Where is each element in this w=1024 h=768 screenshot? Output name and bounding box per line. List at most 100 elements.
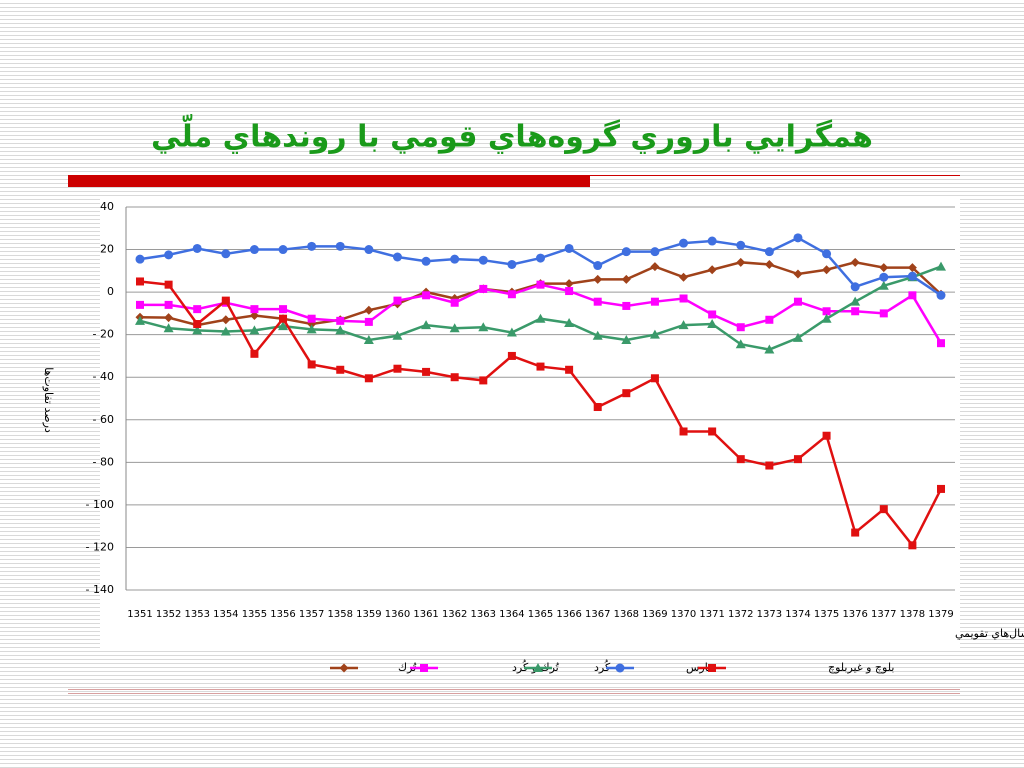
- x-tick-label: 1363: [471, 609, 496, 620]
- marker: [736, 323, 745, 332]
- marker: [564, 279, 574, 289]
- marker: [708, 664, 716, 672]
- marker: [478, 255, 488, 265]
- y-tick-label: - 80: [93, 455, 114, 468]
- marker: [306, 324, 317, 334]
- marker: [708, 310, 717, 319]
- x-tick-label: 1362: [442, 609, 467, 620]
- marker: [164, 280, 173, 289]
- marker: [908, 291, 917, 300]
- marker: [192, 325, 203, 335]
- marker: [533, 663, 543, 672]
- x-tick-label: 1361: [413, 609, 438, 620]
- marker: [850, 257, 860, 267]
- marker: [450, 298, 459, 307]
- marker: [221, 249, 231, 259]
- y-tick-label: - 40: [93, 370, 114, 383]
- marker: [164, 313, 174, 323]
- marker: [450, 373, 459, 382]
- marker: [621, 247, 631, 257]
- marker: [764, 344, 775, 354]
- marker: [650, 262, 660, 272]
- marker: [708, 427, 717, 436]
- x-tick-label: 1368: [614, 609, 639, 620]
- marker: [879, 272, 889, 282]
- x-tick-label: 1375: [814, 609, 839, 620]
- marker: [364, 317, 373, 326]
- title-bar: [68, 175, 590, 187]
- legend-label: بلوچ و غيربلوچ: [828, 661, 894, 674]
- marker: [221, 296, 230, 305]
- marker: [736, 455, 745, 464]
- marker: [650, 247, 660, 257]
- marker: [422, 291, 431, 300]
- marker: [735, 339, 746, 349]
- marker: [936, 290, 946, 300]
- x-tick-label: 1360: [385, 609, 410, 620]
- marker: [220, 326, 231, 336]
- marker: [821, 313, 832, 323]
- x-tick-label: 1357: [299, 609, 324, 620]
- marker: [937, 484, 945, 493]
- x-tick-label: 1353: [184, 609, 209, 620]
- x-tick-label: 1358: [328, 609, 353, 620]
- marker: [850, 296, 861, 306]
- x-axis-title: سال‌هاي تقويمي: [955, 627, 1024, 640]
- x-tick-label: 1378: [900, 609, 925, 620]
- marker: [822, 307, 831, 316]
- marker: [192, 243, 202, 253]
- marker: [193, 305, 202, 314]
- marker: [364, 305, 374, 315]
- y-tick-label: - 120: [86, 540, 114, 553]
- marker: [135, 254, 145, 264]
- marker: [649, 329, 660, 339]
- y-tick-label: - 20: [93, 328, 114, 341]
- y-tick-label: - 100: [86, 498, 114, 511]
- y-tick-label: - 140: [86, 583, 114, 596]
- marker: [878, 280, 889, 290]
- x-tick-label: 1371: [699, 609, 724, 620]
- marker: [592, 330, 603, 340]
- marker: [249, 245, 259, 255]
- marker: [765, 315, 774, 324]
- x-tick-label: 1370: [671, 609, 696, 620]
- marker: [335, 241, 345, 251]
- marker: [339, 663, 349, 673]
- marker: [764, 247, 774, 257]
- marker: [851, 307, 860, 316]
- marker: [564, 317, 575, 327]
- marker: [392, 252, 402, 262]
- x-tick-label: 1356: [270, 609, 295, 620]
- marker: [707, 319, 718, 329]
- marker: [307, 241, 317, 251]
- marker: [679, 272, 689, 282]
- marker: [421, 320, 432, 330]
- marker: [336, 365, 345, 374]
- marker: [650, 297, 659, 306]
- marker: [479, 376, 488, 385]
- marker: [793, 233, 803, 243]
- y-axis-title: درصد تفاوت‌ها: [42, 367, 55, 433]
- x-tick-label: 1364: [499, 609, 524, 620]
- marker: [164, 300, 173, 309]
- marker: [507, 259, 517, 269]
- marker: [621, 274, 631, 284]
- marker: [278, 321, 289, 331]
- x-tick-label: 1351: [127, 609, 152, 620]
- marker: [937, 339, 945, 348]
- marker: [679, 294, 688, 303]
- marker: [449, 323, 460, 333]
- x-tick-label: 1352: [156, 609, 181, 620]
- marker: [363, 334, 374, 344]
- marker: [622, 389, 631, 398]
- x-tick-label: 1354: [213, 609, 238, 620]
- marker: [250, 305, 259, 314]
- marker: [679, 238, 689, 248]
- marker: [622, 301, 631, 310]
- marker: [707, 236, 717, 246]
- marker: [279, 314, 288, 323]
- x-tick-label: 1365: [528, 609, 553, 620]
- marker: [163, 323, 174, 333]
- marker: [536, 280, 545, 289]
